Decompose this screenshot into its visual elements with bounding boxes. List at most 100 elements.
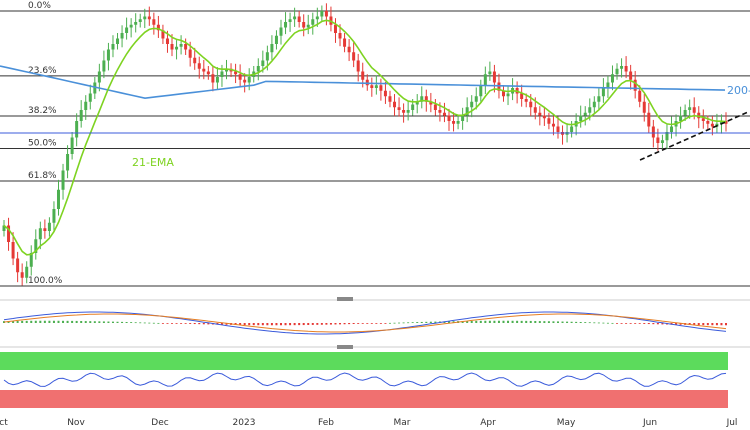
candle-body — [338, 33, 342, 39]
candle-body — [43, 228, 47, 231]
candle-body — [134, 22, 138, 25]
candle-body — [597, 96, 601, 102]
macd-bar — [552, 321, 555, 323]
candle-body — [688, 107, 692, 110]
candle-body — [111, 44, 115, 50]
fib-labels: 0.0% 23.6% 38.2% 50.0% 61.8% 100.0% — [28, 1, 63, 286]
candle-body — [579, 115, 583, 121]
macd-bar — [152, 322, 155, 324]
macd-bar — [243, 323, 246, 326]
rsi-panel-handle[interactable] — [337, 345, 353, 349]
macd-bar — [121, 321, 124, 323]
candle-body — [429, 101, 433, 105]
macd-bar — [529, 320, 532, 323]
macd-bar — [107, 321, 110, 323]
candle-body — [234, 71, 238, 75]
macd-bar — [189, 323, 192, 324]
candle-body — [66, 154, 70, 171]
macd-bar — [715, 323, 718, 326]
macd-bar — [116, 321, 119, 323]
candle-body — [551, 123, 555, 127]
candle-body — [529, 101, 533, 108]
candle-body — [188, 49, 192, 58]
candle-body — [615, 68, 619, 75]
candle-body — [570, 126, 574, 132]
candle-body — [302, 22, 306, 28]
candle-body — [497, 82, 501, 91]
macd-bar — [407, 322, 410, 324]
candle-body — [415, 101, 419, 105]
x-tick-1: Nov — [67, 418, 85, 428]
rsi-oversold-band — [0, 390, 728, 408]
macd-bar — [697, 323, 700, 326]
candle-body — [433, 104, 437, 110]
candle-body — [116, 38, 120, 44]
macd-bar — [307, 323, 310, 325]
candle-body — [220, 71, 224, 77]
macd-bar — [384, 323, 387, 324]
candle-body — [38, 228, 42, 240]
macd-bar — [93, 321, 96, 323]
x-tick-2: Dec — [151, 418, 168, 428]
macd-bar — [161, 323, 164, 324]
macd-bar — [298, 323, 301, 326]
candle-body — [143, 16, 147, 20]
ema21-label: 21-EMA — [132, 156, 174, 169]
macd-bar — [220, 323, 223, 325]
candle-body — [97, 71, 101, 83]
candle-body — [638, 90, 642, 102]
candle-body — [311, 19, 315, 25]
candle-body — [660, 140, 664, 143]
candle-body — [25, 266, 29, 278]
macd-bar — [706, 323, 709, 326]
x-tick-4: Feb — [318, 418, 334, 428]
candle-body — [470, 101, 474, 108]
macd-bar — [652, 323, 655, 325]
macd-bar — [52, 320, 55, 323]
macd-bar — [270, 323, 273, 326]
macd-bar — [561, 321, 564, 323]
macd-bar — [302, 323, 305, 326]
macd-bar — [25, 320, 28, 323]
candle-body — [397, 107, 401, 110]
candle-body — [406, 110, 410, 113]
x-tick-3: 2023 — [233, 418, 256, 428]
candles — [2, 3, 728, 286]
macd-bar — [448, 321, 451, 323]
candle-body — [474, 96, 478, 102]
macd-bar — [393, 322, 396, 324]
fib-label-1: 23.6% — [28, 66, 57, 76]
macd-panel-handle[interactable] — [337, 297, 353, 301]
candle-body — [125, 27, 129, 33]
candle-body — [629, 71, 633, 80]
candle-body — [288, 19, 292, 22]
candle-body — [161, 30, 165, 39]
macd-bar — [416, 322, 419, 323]
macd-bar — [566, 321, 569, 323]
candle-body — [424, 96, 428, 102]
macd-bar — [84, 321, 87, 323]
candle-body — [501, 90, 505, 97]
macd-bar — [466, 320, 469, 323]
macd-bar — [184, 323, 187, 324]
macd-bar — [434, 321, 437, 323]
candle-body — [533, 107, 537, 113]
macd-bar — [375, 323, 378, 324]
candle-body — [106, 49, 110, 61]
candle-body — [556, 126, 560, 132]
macd-bar — [329, 323, 332, 325]
macd-bar — [111, 321, 114, 323]
macd-bar — [402, 322, 405, 324]
candle-body — [524, 99, 528, 102]
x-axis: Oct Nov Dec 2023 Feb Mar Apr May Jun Jul — [0, 418, 737, 428]
macd-bar — [725, 323, 727, 326]
macd-bar — [488, 320, 491, 323]
candle-body — [592, 101, 596, 108]
macd-bar — [43, 320, 46, 323]
candle-body — [165, 38, 169, 44]
macd-bar — [30, 320, 33, 323]
candle-body — [120, 33, 124, 39]
candle-body — [442, 112, 446, 116]
macd-bar — [379, 323, 382, 324]
candle-body — [651, 126, 655, 138]
